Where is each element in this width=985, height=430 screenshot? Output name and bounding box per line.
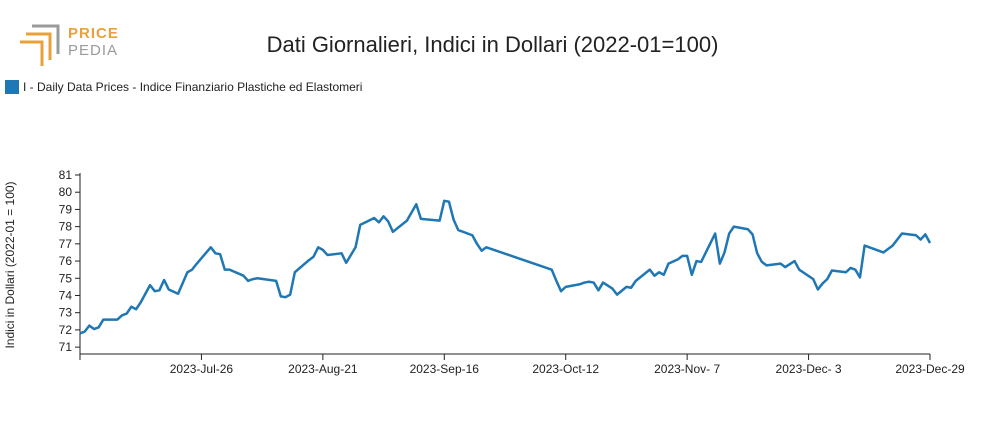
legend-label: I - Daily Data Prices - Indice Finanziar… xyxy=(23,80,363,94)
y-tick-label: 81 xyxy=(59,168,73,182)
y-tick-label: 78 xyxy=(59,220,73,234)
y-tick-label: 74 xyxy=(59,288,73,302)
x-tick-label: 2023-Dec-29 xyxy=(895,362,965,376)
x-tick-label: 2023-Nov- 7 xyxy=(654,362,720,376)
logo-text-pedia: PEDIA xyxy=(68,42,119,59)
y-tick-label: 73 xyxy=(59,306,73,320)
series-line xyxy=(79,199,932,335)
y-tick-label: 76 xyxy=(59,254,73,268)
y-tick-label: 75 xyxy=(59,271,73,285)
y-axis-title: Indici in Dollari (2022-01 = 100) xyxy=(3,181,17,348)
chart-title: Dati Giornalieri, Indici in Dollari (202… xyxy=(266,32,719,57)
chart-marks xyxy=(79,199,932,335)
x-tick-label: 2023-Sep-16 xyxy=(410,362,480,376)
y-tick-label: 79 xyxy=(59,202,73,216)
chart-legend: I - Daily Data Prices - Indice Finanziar… xyxy=(5,80,362,94)
y-tick-label: 80 xyxy=(59,185,73,199)
logo-mark-icon xyxy=(20,24,60,66)
x-tick-label: 2023-Oct-12 xyxy=(532,362,599,376)
y-tick-label: 77 xyxy=(59,237,73,251)
x-tick-label: 2023-Jul-26 xyxy=(170,362,234,376)
y-tick-label: 72 xyxy=(59,323,73,337)
x-tick-label: 2023-Dec- 3 xyxy=(776,362,842,376)
chart-axes: 71 72 73 74 75 76 77 78 79 80 81 2023-Jul-26 2023-Au… xyxy=(59,168,965,376)
y-tick-label: 71 xyxy=(59,340,73,354)
x-tick-label: 2023-Aug-21 xyxy=(288,362,358,376)
logo-text-price: PRICE xyxy=(68,25,119,42)
legend-swatch xyxy=(5,80,19,94)
pricepedia-logo: PRICE PEDIA xyxy=(18,24,128,68)
